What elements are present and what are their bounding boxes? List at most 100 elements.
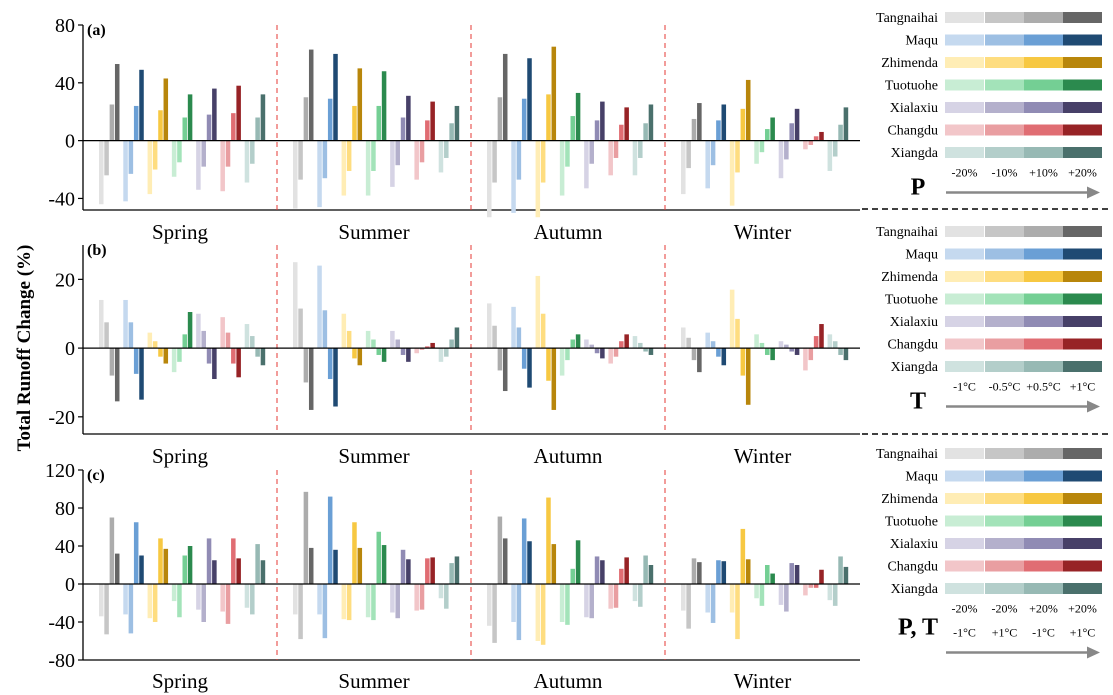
panel-3: -80 -40 0 40 80 120 Spring Summer Autumn Winter (c… bbox=[45, 460, 860, 693]
legend-swatch bbox=[1024, 338, 1063, 350]
legend-swatch bbox=[945, 293, 984, 305]
bar-tuotuohe-spring-2 bbox=[177, 140, 182, 163]
bar-tangnaihai-summer-3 bbox=[303, 348, 309, 383]
bar-maqu-spring-2 bbox=[128, 322, 134, 349]
bar-tuotuohe-autumn-3 bbox=[570, 568, 576, 584]
legend-1: Tangnaihai Maqu Zhimenda Tuotuohe Xialaxiu Ch… bbox=[876, 11, 1102, 201]
legend-swatch bbox=[945, 271, 984, 282]
bar-maqu-autumn-4 bbox=[527, 58, 532, 141]
bar-tangnaihai-spring-3 bbox=[109, 517, 115, 584]
bar-xialaxiu-summer-1 bbox=[390, 140, 395, 187]
bar-xialaxiu-autumn-2 bbox=[589, 584, 594, 619]
season-label: Spring bbox=[152, 669, 209, 693]
bar-xialaxiu-spring-4 bbox=[212, 560, 217, 584]
y-axis-label: Total Runoff Change (%) bbox=[14, 245, 35, 452]
legend-swatch bbox=[945, 338, 984, 350]
bar-changdu-summer-1 bbox=[414, 140, 419, 180]
legend-swatch bbox=[945, 515, 984, 527]
bar-xialaxiu-autumn-2 bbox=[589, 344, 594, 349]
bar-maqu-summer-3 bbox=[327, 98, 333, 141]
bar-xiangda-spring-3 bbox=[255, 117, 260, 141]
bar-tangnaihai-summer-4 bbox=[308, 49, 314, 141]
bar-changdu-summer-3 bbox=[425, 558, 430, 584]
bar-tuotuohe-summer-1 bbox=[365, 330, 371, 349]
bar-changdu-autumn-1 bbox=[608, 348, 613, 364]
bar-tangnaihai-spring-4 bbox=[114, 553, 120, 584]
bar-changdu-autumn-4 bbox=[624, 107, 629, 141]
bar-xiangda-spring-3 bbox=[255, 544, 260, 584]
bar-zhimenda-autumn-4 bbox=[551, 46, 557, 141]
legend-swatch bbox=[1063, 338, 1102, 350]
bar-xialaxiu-summer-1 bbox=[390, 330, 395, 349]
bar-zhimenda-autumn-2 bbox=[540, 140, 546, 183]
bar-tuotuohe-autumn-3 bbox=[570, 339, 576, 349]
bar-xiangda-summer-4 bbox=[454, 327, 460, 349]
bar-changdu-winter-3 bbox=[813, 336, 819, 349]
legend-swatch bbox=[945, 448, 984, 459]
bar-xiangda-winter-2 bbox=[832, 140, 838, 157]
bar-xiangda-autumn-3 bbox=[643, 348, 648, 352]
bar-tangnaihai-spring-1 bbox=[99, 299, 104, 349]
bar-zhimenda-winter-1 bbox=[729, 140, 735, 206]
bar-maqu-summer-1 bbox=[317, 584, 322, 615]
bar-changdu-summer-1 bbox=[414, 348, 419, 354]
bar-xiangda-spring-1 bbox=[244, 324, 250, 349]
bar-xialaxiu-spring-1 bbox=[196, 313, 201, 349]
bar-xiangda-winter-4 bbox=[843, 566, 849, 584]
bar-changdu-winter-2 bbox=[808, 140, 814, 145]
legend-swatch bbox=[1063, 515, 1102, 527]
legend-station-label: Xiangda bbox=[891, 146, 939, 161]
bar-changdu-spring-3 bbox=[231, 113, 236, 141]
bar-tangnaihai-summer-4 bbox=[308, 547, 314, 584]
legend-swatch bbox=[1063, 124, 1102, 136]
bar-maqu-autumn-4 bbox=[527, 541, 532, 584]
bar-maqu-summer-4 bbox=[333, 53, 338, 141]
bar-xiangda-autumn-1 bbox=[632, 336, 638, 349]
legend-swatch bbox=[1024, 583, 1063, 594]
legend-swatch bbox=[1063, 226, 1102, 237]
bar-xialaxiu-autumn-4 bbox=[600, 560, 605, 584]
bar-changdu-winter-1 bbox=[803, 348, 808, 371]
bar-tangnaihai-winter-3 bbox=[691, 558, 697, 584]
legend-level-label: -20% bbox=[992, 602, 1018, 616]
bar-maqu-winter-3 bbox=[716, 348, 721, 357]
bar-changdu-summer-4 bbox=[430, 342, 435, 349]
bar-tangnaihai-autumn-4 bbox=[502, 348, 508, 392]
season-label: Spring bbox=[152, 444, 209, 468]
legend-arrowhead bbox=[1087, 186, 1100, 199]
legend-swatch bbox=[1063, 147, 1102, 158]
bar-changdu-summer-1 bbox=[414, 584, 419, 611]
bar-tangnaihai-autumn-3 bbox=[497, 516, 503, 584]
bar-xialaxiu-summer-4 bbox=[406, 559, 411, 584]
bar-changdu-winter-1 bbox=[803, 140, 808, 150]
bar-xiangda-spring-4 bbox=[260, 94, 266, 141]
bar-tangnaihai-summer-4 bbox=[308, 348, 314, 410]
bar-xiangda-winter-3 bbox=[838, 556, 843, 584]
bar-zhimenda-winter-3 bbox=[740, 348, 746, 376]
legend-swatch bbox=[985, 147, 1024, 158]
bar-tuotuohe-spring-3 bbox=[182, 334, 188, 349]
bar-zhimenda-spring-3 bbox=[158, 538, 163, 584]
bar-xialaxiu-summer-1 bbox=[390, 584, 395, 613]
bar-tuotuohe-summer-4 bbox=[381, 348, 387, 362]
legend-station-label: Tangnaihai bbox=[876, 11, 938, 26]
bar-tangnaihai-winter-2 bbox=[686, 584, 691, 629]
bar-zhimenda-summer-2 bbox=[346, 584, 352, 621]
bar-xialaxiu-winter-1 bbox=[778, 341, 784, 349]
bar-zhimenda-autumn-1 bbox=[535, 140, 541, 218]
legend-swatch bbox=[985, 12, 1024, 23]
bar-xialaxiu-summer-2 bbox=[395, 339, 400, 349]
legend-swatch bbox=[1063, 316, 1102, 327]
bar-tuotuohe-autumn-4 bbox=[575, 92, 581, 141]
bar-maqu-spring-4 bbox=[139, 555, 144, 584]
bar-tuotuohe-autumn-1 bbox=[559, 584, 565, 622]
bar-zhimenda-summer-4 bbox=[357, 547, 363, 584]
legend-station-label: Tuotuohe bbox=[885, 79, 938, 94]
season-label: Summer bbox=[338, 444, 409, 468]
legend-swatch bbox=[1024, 34, 1063, 46]
legend-swatch bbox=[945, 12, 984, 23]
bar-xiangda-winter-4 bbox=[843, 107, 849, 141]
bar-tuotuohe-winter-4 bbox=[770, 573, 775, 584]
bar-xialaxiu-spring-2 bbox=[201, 140, 206, 167]
